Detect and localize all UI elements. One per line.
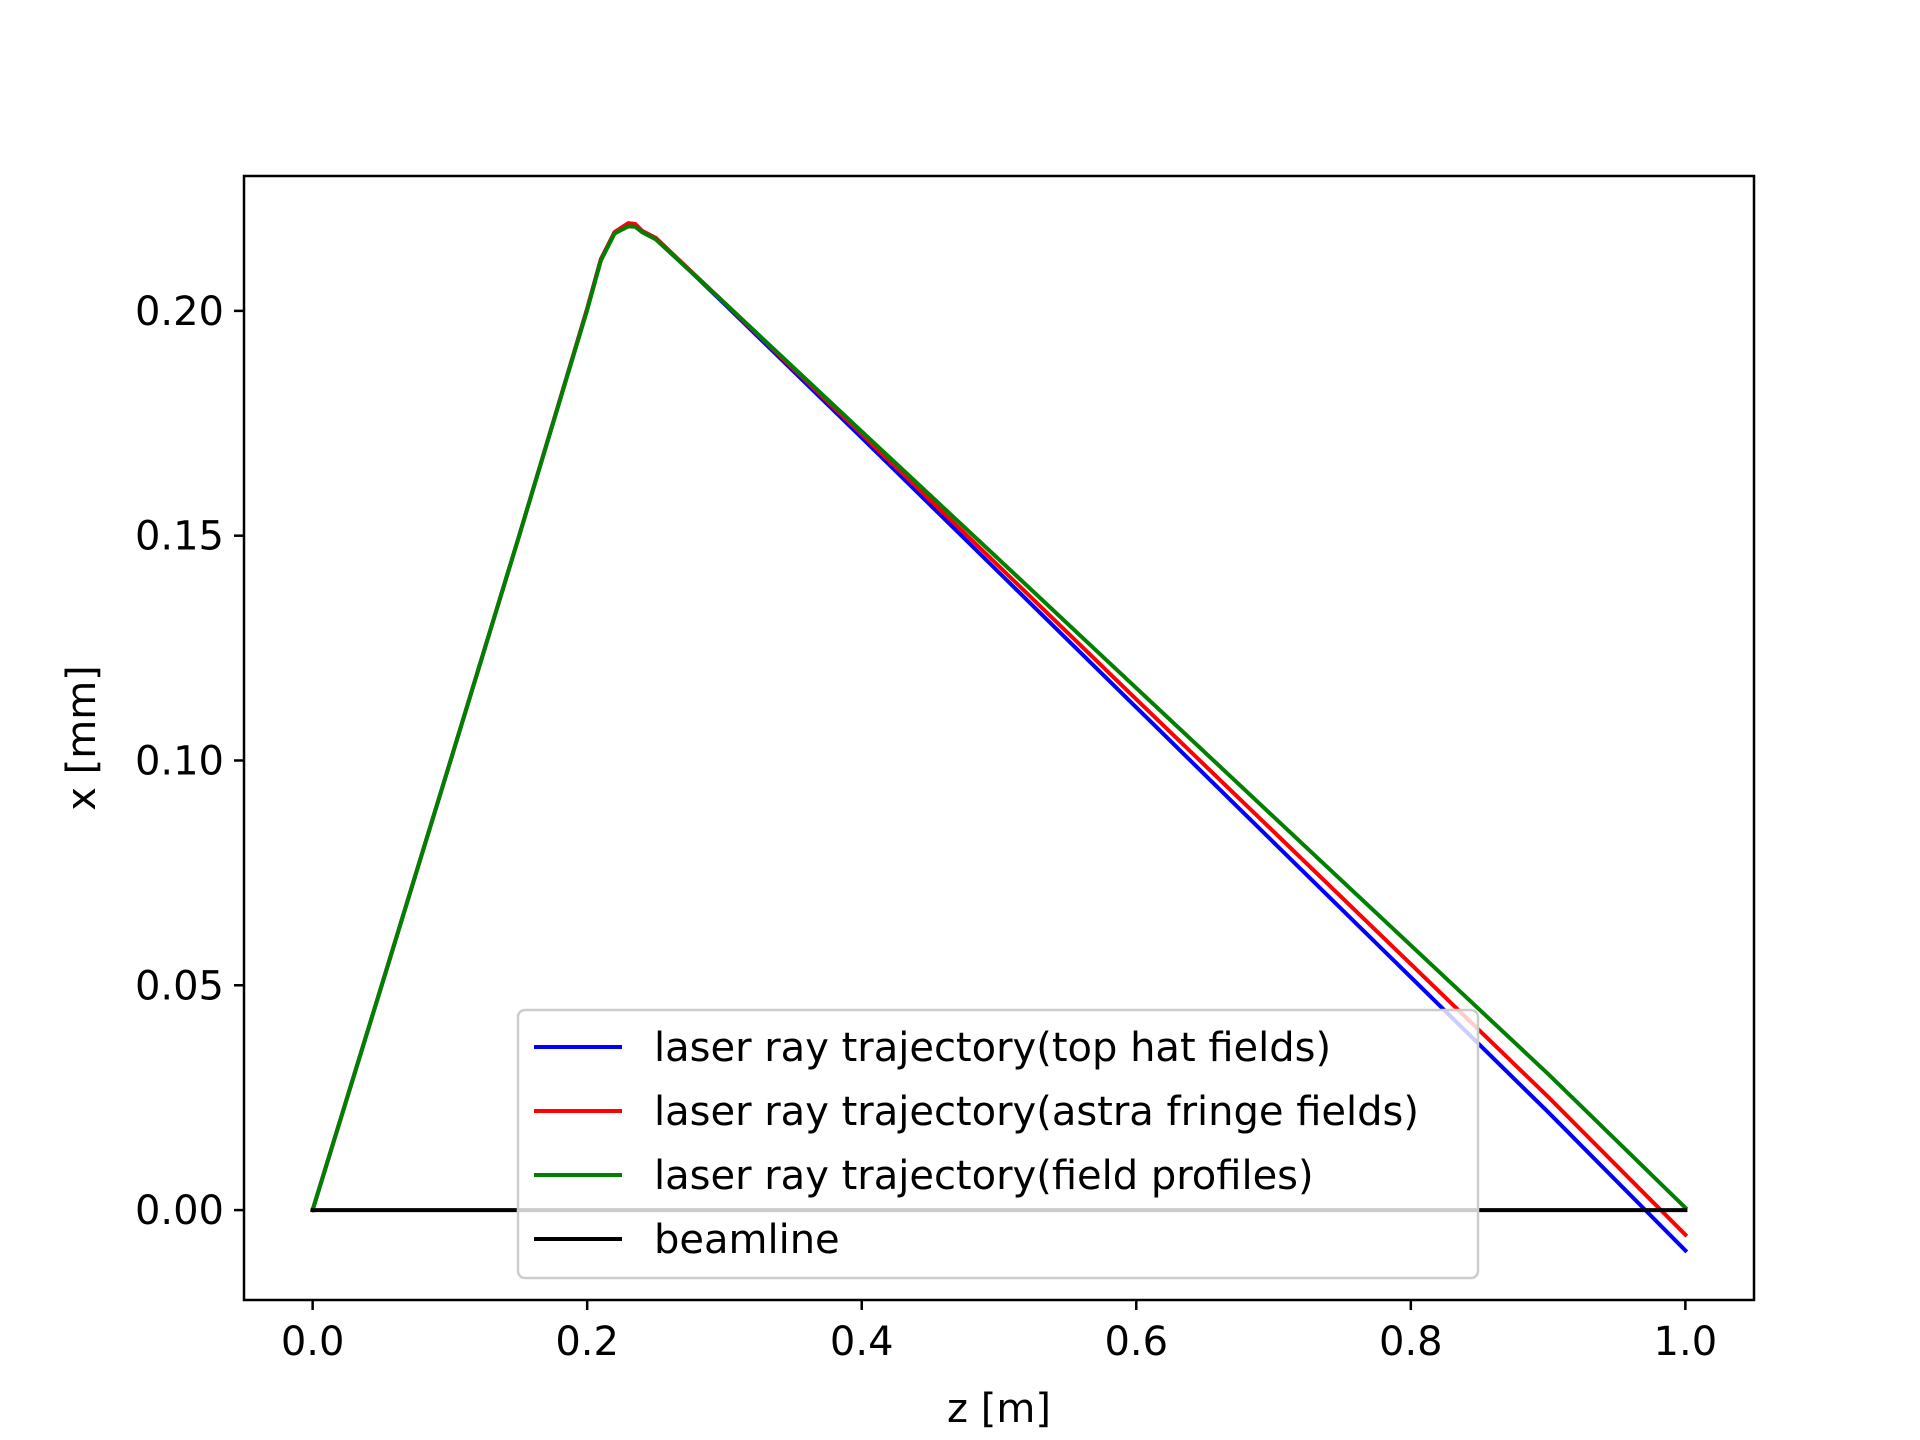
x-axis-label: z [m] [947, 1386, 1051, 1432]
y-tick-label: 0.00 [135, 1188, 224, 1234]
series-line-2 [310, 224, 1689, 1213]
x-tick-label: 0.8 [1379, 1319, 1443, 1365]
legend-label-0: laser ray trajectory(top hat fields) [654, 1025, 1331, 1071]
legend-label-2: laser ray trajectory(field profiles) [654, 1153, 1314, 1199]
y-tick-label: 0.05 [135, 963, 224, 1009]
x-axis-ticks: 0.0 0.2 0.4 0.6 0.8 1.0 [281, 1300, 1717, 1365]
y-axis-label: x [mm] [59, 665, 105, 811]
x-tick-label: 1.0 [1654, 1319, 1718, 1365]
legend-label-1: laser ray trajectory(astra fringe fields… [654, 1089, 1419, 1135]
axes-frame [242, 174, 1756, 1302]
y-tick-label: 0.20 [135, 289, 224, 335]
y-tick-label: 0.15 [135, 514, 224, 560]
legend-label-3: beamline [654, 1217, 840, 1263]
y-tick-label: 0.10 [135, 738, 224, 784]
y-axis-ticks: 0.00 0.05 0.10 0.15 0.20 [135, 289, 244, 1234]
x-tick-label: 0.0 [281, 1319, 345, 1365]
x-tick-label: 0.2 [555, 1319, 619, 1365]
x-tick-label: 0.6 [1104, 1319, 1168, 1365]
legend: laser ray trajectory(top hat fields) lase… [516, 1008, 1480, 1280]
x-tick-label: 0.4 [830, 1319, 894, 1365]
legend-frame [516, 1008, 1480, 1280]
